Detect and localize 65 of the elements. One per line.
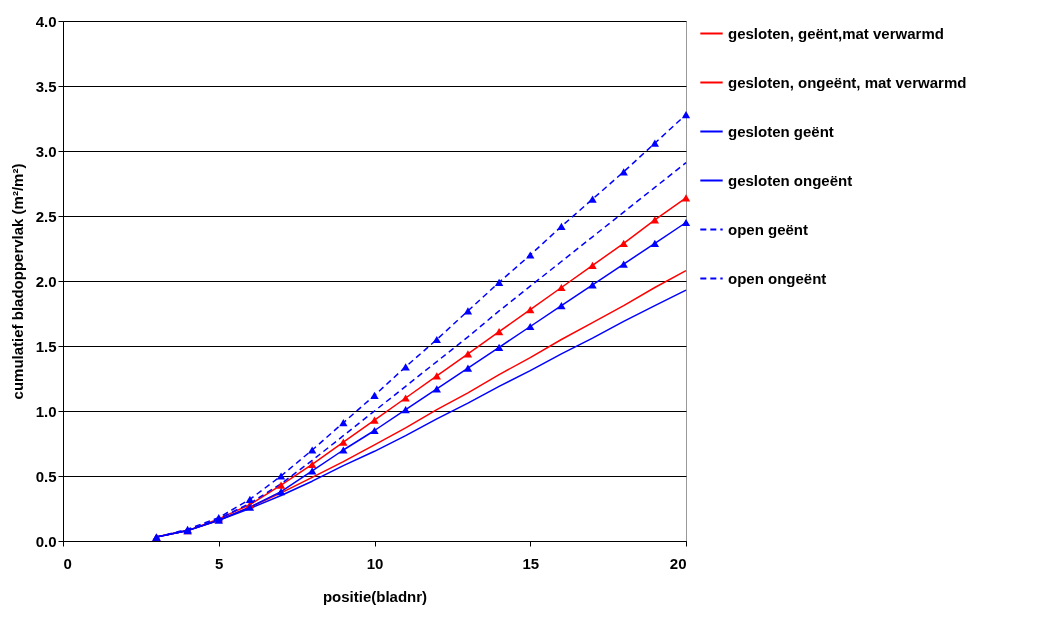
point bbox=[245, 495, 255, 504]
point bbox=[588, 281, 597, 289]
point bbox=[557, 302, 566, 310]
point bbox=[432, 372, 441, 380]
point bbox=[276, 487, 286, 496]
legend-label: gesloten, geënt,mat verwarmd bbox=[728, 24, 944, 42]
point bbox=[619, 239, 628, 247]
point bbox=[339, 438, 348, 446]
point bbox=[494, 278, 504, 286]
y-tick-label: 2.0 bbox=[35, 272, 57, 290]
x-tick-label: 15 bbox=[522, 554, 540, 572]
point bbox=[370, 391, 379, 400]
x-axis-title: positie(bladnr) bbox=[322, 587, 428, 605]
point bbox=[401, 394, 410, 402]
point bbox=[494, 343, 504, 351]
y-tick-label: 0.0 bbox=[35, 532, 57, 550]
point bbox=[401, 406, 410, 414]
legend-label: open geënt bbox=[728, 220, 809, 238]
point bbox=[650, 216, 660, 224]
point bbox=[526, 251, 535, 259]
point bbox=[463, 364, 473, 372]
y-tick-label: 1.5 bbox=[35, 337, 57, 355]
point bbox=[432, 335, 441, 344]
y-tick-label: 1.0 bbox=[35, 402, 57, 420]
point bbox=[339, 419, 348, 427]
point bbox=[463, 350, 473, 358]
x-tick-label: 5 bbox=[215, 554, 224, 572]
point bbox=[401, 363, 410, 371]
point bbox=[650, 239, 660, 247]
point bbox=[650, 139, 660, 147]
point bbox=[557, 222, 566, 231]
point bbox=[681, 110, 691, 119]
legend-label: gesloten ongeënt bbox=[728, 171, 853, 189]
point bbox=[619, 260, 628, 268]
point bbox=[588, 261, 597, 270]
y-tick-label: 4.0 bbox=[35, 12, 57, 30]
x-tick-label: 0 bbox=[63, 554, 72, 572]
point bbox=[308, 467, 317, 475]
point bbox=[432, 385, 441, 393]
point bbox=[494, 328, 504, 336]
point bbox=[526, 322, 535, 331]
point bbox=[370, 426, 379, 435]
legend-label: gesloten, ongeënt, mat verwarmd bbox=[728, 73, 967, 91]
y-tick-label: 3.0 bbox=[35, 142, 57, 160]
point bbox=[557, 283, 566, 292]
point bbox=[339, 446, 348, 454]
point bbox=[308, 460, 317, 468]
point bbox=[276, 481, 286, 489]
point bbox=[308, 446, 317, 454]
x-tick-label: 10 bbox=[366, 554, 384, 572]
point bbox=[463, 307, 473, 315]
x-tick-label: 20 bbox=[669, 554, 687, 572]
y-tick-label: 0.5 bbox=[35, 467, 57, 485]
y-axis-title: cumulatief bladoppervlak (m²/m²) bbox=[8, 163, 26, 400]
point bbox=[681, 218, 691, 227]
y-tick-label: 3.5 bbox=[35, 77, 57, 95]
point bbox=[619, 168, 628, 176]
y-tick-label: 2.5 bbox=[35, 207, 57, 225]
point bbox=[588, 195, 597, 203]
legend-label: gesloten geënt bbox=[728, 122, 834, 140]
point bbox=[370, 416, 379, 424]
point bbox=[681, 194, 691, 202]
legend-label: open ongeënt bbox=[728, 269, 827, 287]
point bbox=[526, 305, 535, 314]
point bbox=[276, 472, 286, 480]
